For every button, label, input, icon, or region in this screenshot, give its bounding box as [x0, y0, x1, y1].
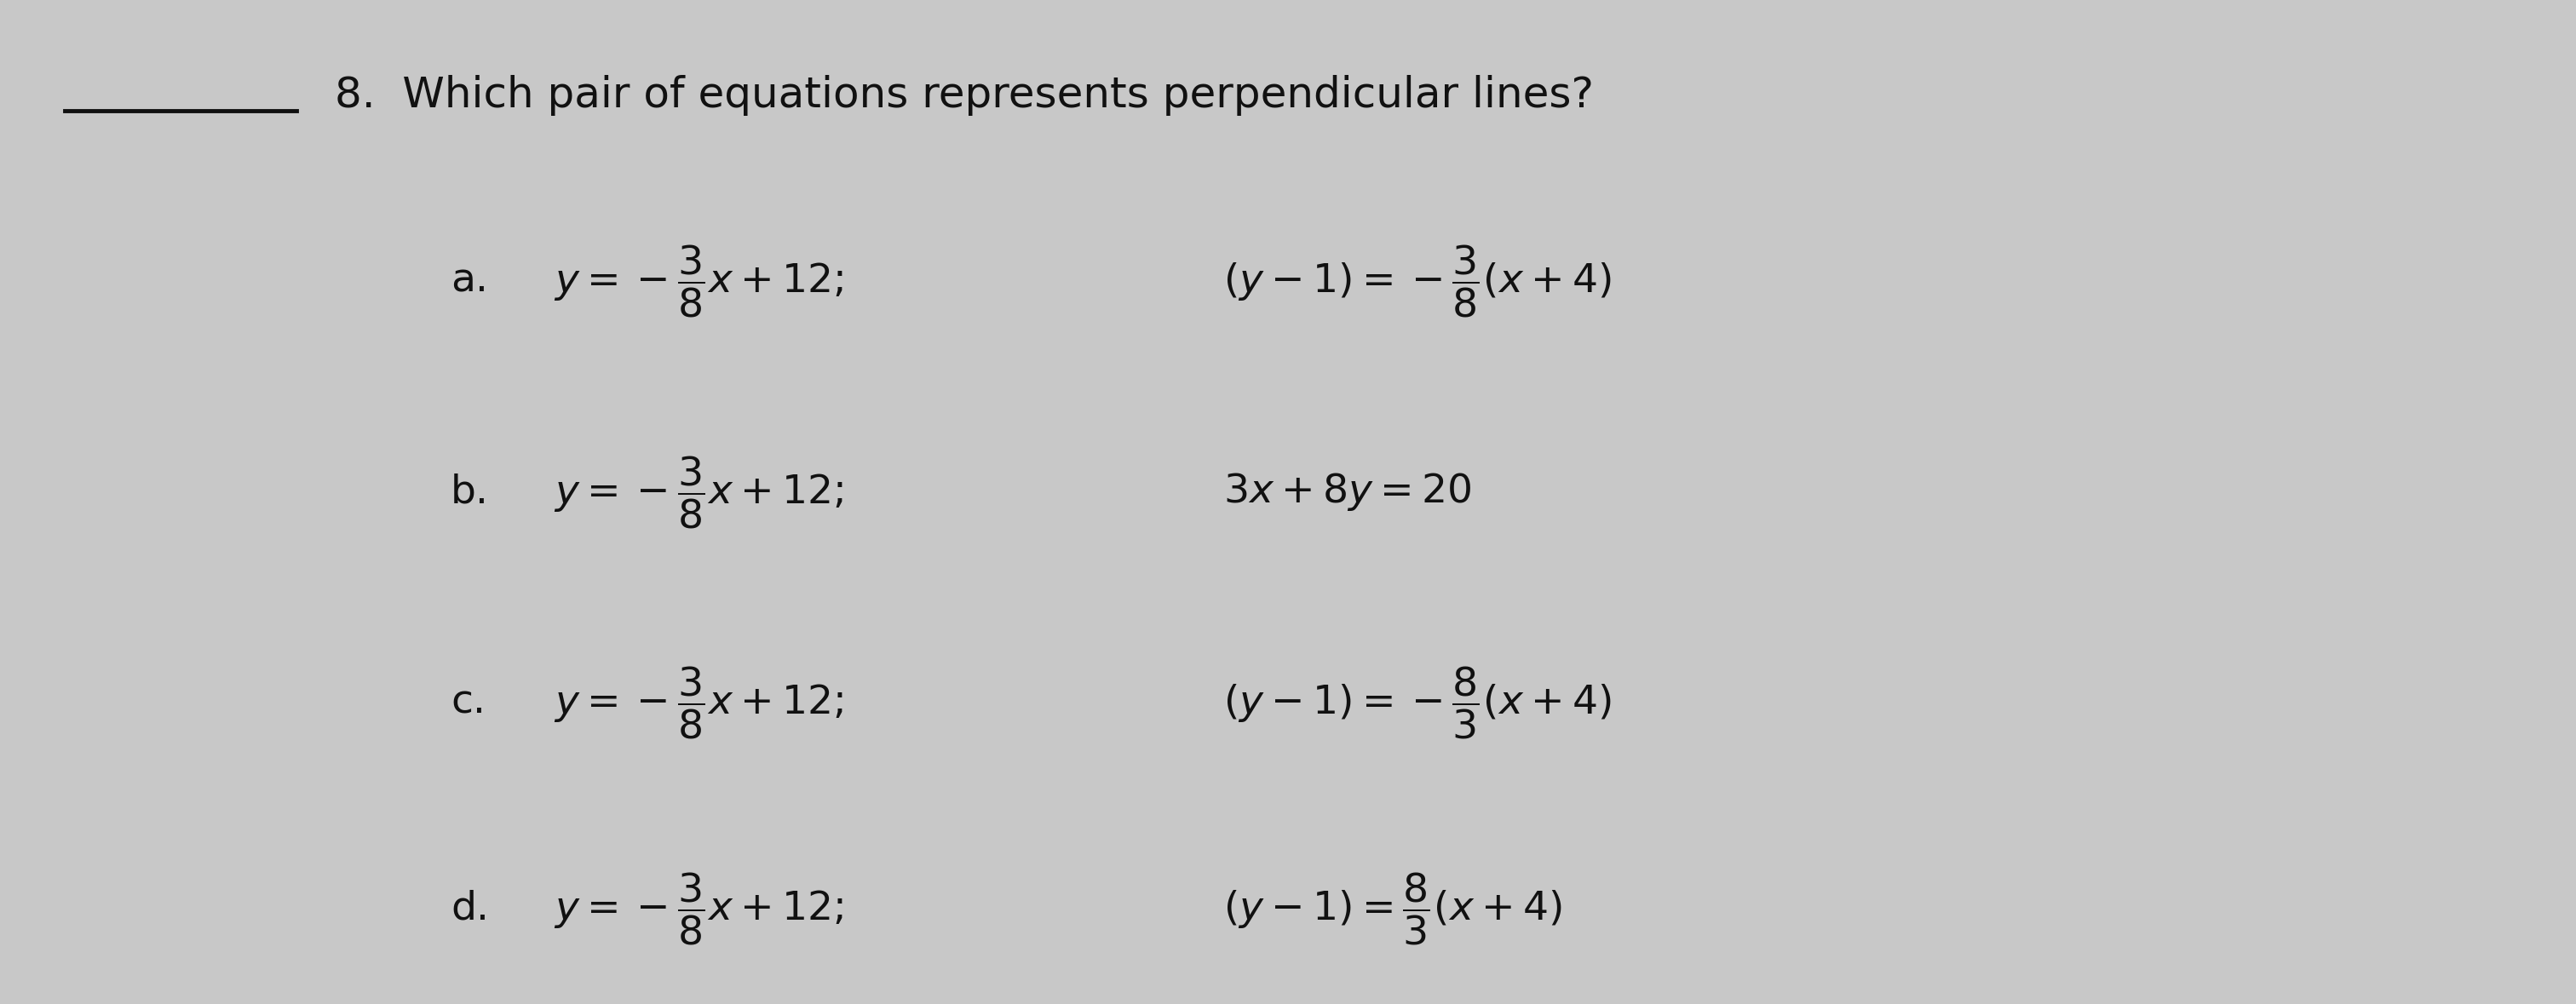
Text: $(y-1) = -\dfrac{3}{8}(x+4)$: $(y-1) = -\dfrac{3}{8}(x+4)$	[1224, 243, 1613, 319]
Text: $y = -\dfrac{3}{8}x + 12;$: $y = -\dfrac{3}{8}x + 12;$	[554, 665, 842, 741]
Text: $(y-1) = \dfrac{8}{3}(x+4)$: $(y-1) = \dfrac{8}{3}(x+4)$	[1224, 870, 1564, 947]
Text: $y = -\dfrac{3}{8}x + 12;$: $y = -\dfrac{3}{8}x + 12;$	[554, 243, 842, 319]
Text: $3x + 8y = 20$: $3x + 8y = 20$	[1224, 471, 1471, 513]
Text: 8.  Which pair of equations represents perpendicular lines?: 8. Which pair of equations represents pe…	[335, 75, 1595, 115]
Text: $y = -\dfrac{3}{8}x + 12;$: $y = -\dfrac{3}{8}x + 12;$	[554, 454, 842, 530]
Text: $(y-1) = -\dfrac{8}{3}(x+4)$: $(y-1) = -\dfrac{8}{3}(x+4)$	[1224, 665, 1613, 741]
Text: d.: d.	[451, 890, 489, 928]
Text: c.: c.	[451, 684, 487, 722]
Text: $y = -\dfrac{3}{8}x + 12;$: $y = -\dfrac{3}{8}x + 12;$	[554, 870, 842, 947]
Text: b.: b.	[451, 473, 489, 511]
Text: a.: a.	[451, 262, 489, 300]
